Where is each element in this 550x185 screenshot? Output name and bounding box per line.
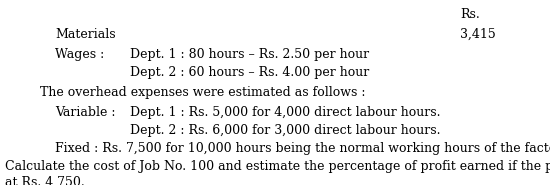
Text: Dept. 2 : Rs. 6,000 for 3,000 direct labour hours.: Dept. 2 : Rs. 6,000 for 3,000 direct lab…: [130, 124, 441, 137]
Text: Wages :: Wages :: [55, 48, 104, 61]
Text: The overhead expenses were estimated as follows :: The overhead expenses were estimated as …: [40, 86, 366, 99]
Text: Variable :: Variable :: [55, 106, 116, 119]
Text: at Rs. 4,750.: at Rs. 4,750.: [5, 176, 85, 185]
Text: Rs.: Rs.: [460, 8, 480, 21]
Text: Dept. 1 : 80 hours – Rs. 2.50 per hour: Dept. 1 : 80 hours – Rs. 2.50 per hour: [130, 48, 369, 61]
Text: Dept. 1 : Rs. 5,000 for 4,000 direct labour hours.: Dept. 1 : Rs. 5,000 for 4,000 direct lab…: [130, 106, 441, 119]
Text: 3,415: 3,415: [460, 28, 496, 41]
Text: Materials: Materials: [55, 28, 116, 41]
Text: Calculate the cost of Job No. 100 and estimate the percentage of profit earned i: Calculate the cost of Job No. 100 and es…: [5, 160, 550, 173]
Text: Fixed : Rs. 7,500 for 10,000 hours being the normal working hours of the factory: Fixed : Rs. 7,500 for 10,000 hours being…: [55, 142, 550, 155]
Text: Dept. 2 : 60 hours – Rs. 4.00 per hour: Dept. 2 : 60 hours – Rs. 4.00 per hour: [130, 66, 369, 79]
